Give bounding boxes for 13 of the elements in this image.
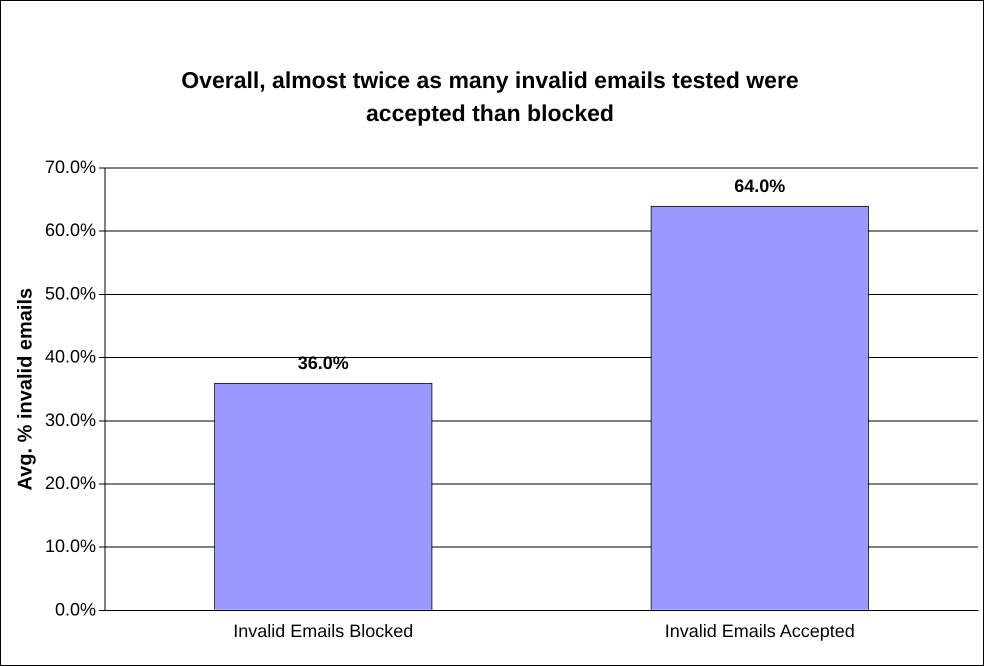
y-tick-label: 40.0% (44, 346, 96, 367)
y-tick-label: 10.0% (44, 536, 96, 556)
chart-title: Overall, almost twice as many invalid emails tested were accepted than blocked (180, 66, 800, 128)
y-tick-label: 70.0% (44, 156, 96, 177)
y-tick-label: 30.0% (44, 410, 96, 430)
data-label: 64.0% (734, 176, 786, 196)
y-tick-label: 20.0% (44, 472, 96, 493)
x-tick-label: Invalid Emails Accepted (664, 621, 855, 642)
y-tick-label: 50.0% (44, 283, 96, 304)
x-tick-label: Invalid Emails Blocked (233, 621, 414, 642)
y-tick-label: 60.0% (44, 220, 96, 240)
y-tick-label: 0.0% (55, 599, 96, 620)
y-axis-title: Avg. % invalid emails (14, 288, 37, 491)
